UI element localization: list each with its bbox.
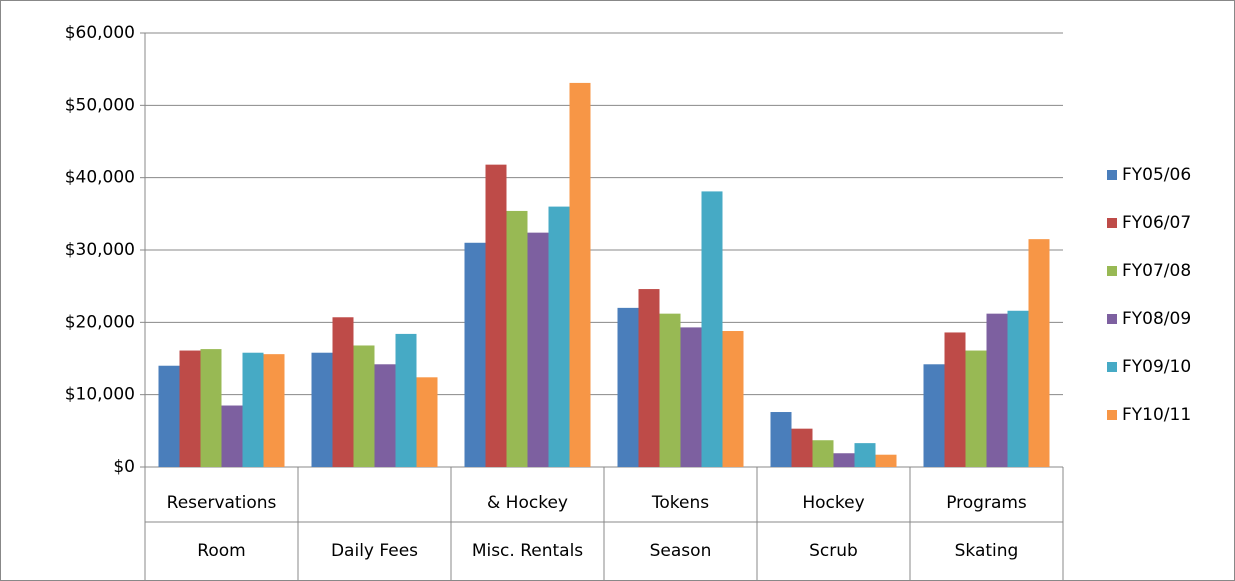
bar	[311, 352, 333, 467]
bar	[923, 364, 945, 467]
x-tick-label: Misc. Rentals	[472, 541, 583, 561]
y-tick-label: $40,000	[65, 168, 135, 188]
bar	[1028, 239, 1050, 467]
bar	[722, 331, 744, 467]
bar	[506, 210, 528, 467]
legend-swatch	[1107, 266, 1117, 276]
x-tick-sublabel: Reservations	[167, 493, 277, 513]
bar	[944, 332, 966, 467]
y-tick-label: $0	[113, 457, 135, 477]
bar	[374, 364, 396, 467]
y-tick-label: $20,000	[65, 312, 135, 332]
x-tick-sublabel: & Hockey	[487, 493, 568, 513]
bar	[569, 82, 591, 467]
x-tick-label: Daily Fees	[331, 541, 418, 561]
bar	[986, 313, 1008, 467]
x-tick-sublabel: Tokens	[651, 493, 709, 513]
bar	[158, 365, 180, 467]
x-tick-label: Scrub	[809, 541, 858, 561]
bar	[353, 345, 375, 467]
bar	[242, 352, 264, 467]
bar	[854, 443, 876, 467]
bar	[485, 164, 507, 467]
bar	[416, 377, 438, 467]
x-tick-label: Season	[650, 541, 712, 561]
bar	[680, 327, 702, 467]
y-tick-label: $30,000	[65, 240, 135, 260]
legend-swatch	[1107, 314, 1117, 324]
bar	[464, 242, 486, 467]
y-tick-label: $60,000	[65, 23, 135, 43]
bar	[1007, 310, 1029, 467]
x-tick-sublabel: Programs	[946, 493, 1027, 513]
bar	[548, 206, 570, 467]
bar	[200, 349, 222, 467]
bar	[812, 440, 834, 467]
bar	[770, 412, 792, 467]
bar	[527, 232, 549, 467]
bar	[221, 405, 243, 467]
x-tick-sublabel: Hockey	[802, 493, 864, 513]
legend-label: FY06/07	[1122, 213, 1191, 233]
bar	[791, 428, 813, 467]
x-tick-label: Room	[197, 541, 245, 561]
bar	[395, 333, 417, 467]
bar	[875, 454, 897, 467]
legend-label: FY07/08	[1122, 261, 1191, 281]
bar	[701, 191, 723, 467]
y-tick-label: $50,000	[65, 95, 135, 115]
bar	[179, 350, 201, 467]
legend-label: FY08/09	[1122, 309, 1191, 329]
legend-swatch	[1107, 362, 1117, 372]
legend-swatch	[1107, 410, 1117, 420]
bar	[833, 453, 855, 467]
legend-swatch	[1107, 218, 1117, 228]
bar	[965, 350, 987, 467]
legend-label: FY09/10	[1122, 357, 1191, 377]
bar	[659, 313, 681, 467]
bar	[638, 289, 660, 467]
legend-label: FY05/06	[1122, 165, 1191, 185]
legend-label: FY10/11	[1122, 405, 1191, 425]
x-tick-label: Skating	[955, 541, 1019, 561]
y-tick-label: $10,000	[65, 385, 135, 405]
legend-swatch	[1107, 170, 1117, 180]
bar	[263, 354, 285, 467]
bar	[332, 317, 354, 467]
bar	[617, 307, 639, 467]
